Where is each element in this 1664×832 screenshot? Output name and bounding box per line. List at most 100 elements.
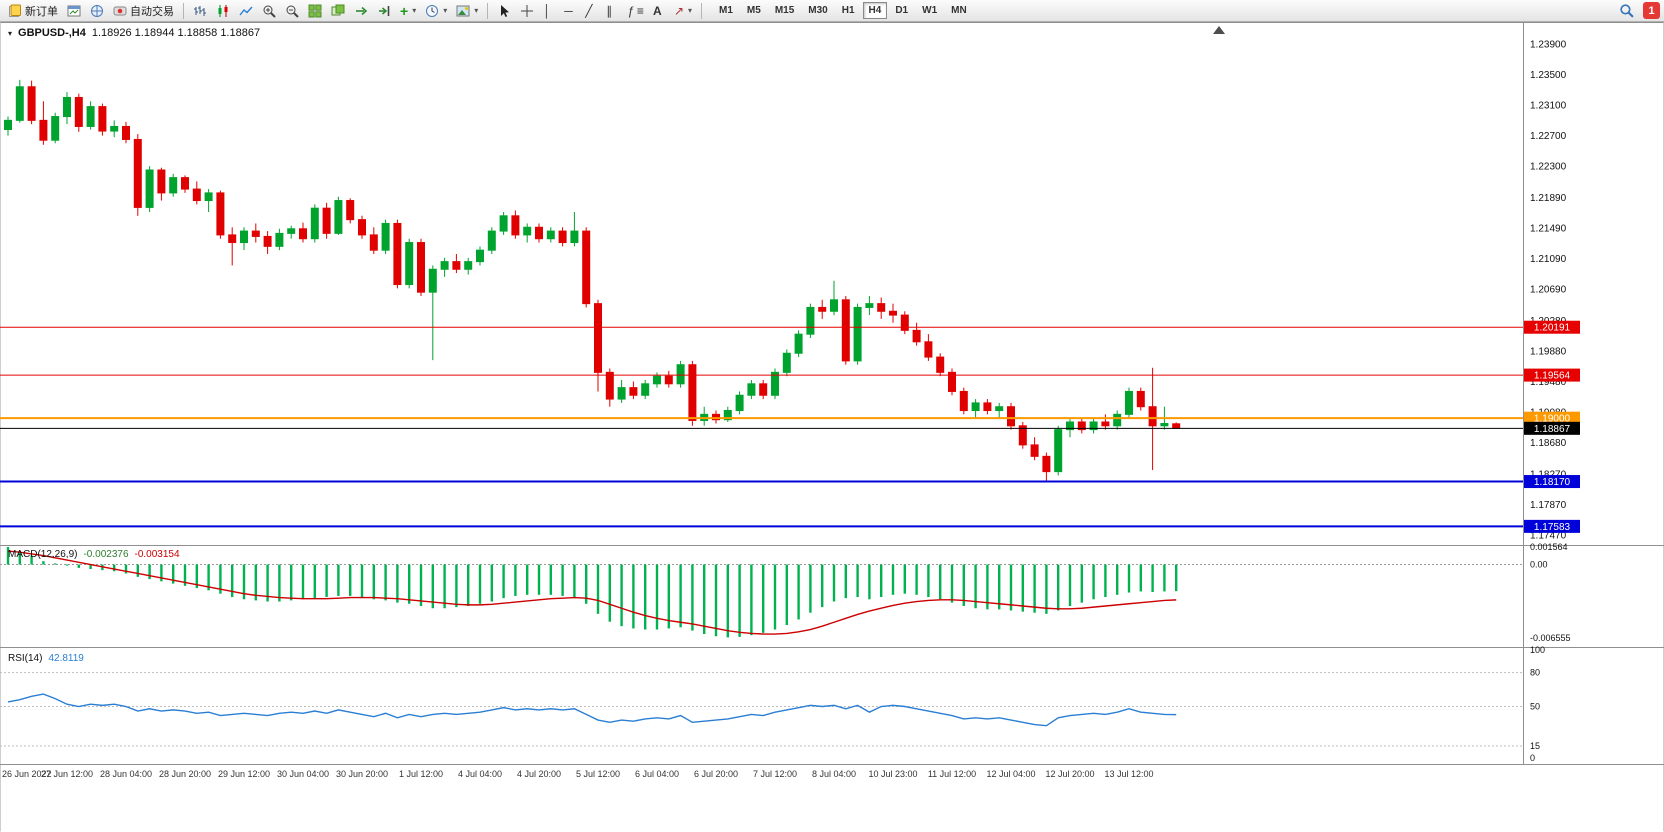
zoom-out-button[interactable] bbox=[281, 1, 303, 21]
candle-body bbox=[712, 413, 720, 421]
price-axis-label: 1.22300 bbox=[1530, 162, 1567, 173]
time-axis-label: 27 Jun 12:00 bbox=[41, 769, 93, 779]
candle-body bbox=[145, 169, 154, 208]
candle-body bbox=[334, 200, 343, 234]
zoom-in-icon bbox=[263, 5, 276, 18]
tf-m30-button[interactable]: M30 bbox=[808, 5, 828, 16]
timeframe-group: M1 M5 M15 M30 H1 H4 D1 W1 MN bbox=[713, 2, 973, 19]
tile-windows-button[interactable] bbox=[304, 1, 326, 21]
horizontal-lines-layer bbox=[0, 326, 1523, 528]
candle-body bbox=[983, 402, 992, 412]
time-axis-label: 28 Jun 20:00 bbox=[159, 769, 211, 779]
auto-scroll-button[interactable] bbox=[350, 1, 372, 21]
candle-body bbox=[818, 306, 827, 312]
candle-body bbox=[405, 242, 414, 286]
tf-m15-button[interactable]: M15 bbox=[774, 5, 795, 16]
trendline-tool-button[interactable]: ╱ bbox=[581, 1, 601, 21]
line-chart-icon bbox=[239, 6, 253, 15]
bar-chart-button[interactable] bbox=[189, 1, 211, 21]
candle-body bbox=[181, 177, 189, 190]
candle-body bbox=[169, 177, 178, 194]
auto-trading-button[interactable]: 自动交易 bbox=[109, 1, 178, 21]
zoom-out-icon bbox=[286, 5, 299, 18]
candle-body bbox=[346, 200, 355, 221]
candle-body bbox=[15, 86, 24, 121]
tf-mn-button[interactable]: MN bbox=[951, 5, 967, 16]
macd-panel: 0.001564 0.00 -0.006555 MACD(12,26,9) -0.002… bbox=[0, 542, 1571, 643]
price-badge-label: 1.20191 bbox=[1534, 323, 1571, 334]
price-badge-label: 1.19000 bbox=[1534, 414, 1571, 425]
candle-body bbox=[110, 125, 119, 132]
time-axis-label: 5 Jul 12:00 bbox=[576, 769, 620, 779]
new-order-button[interactable]: 新订单 bbox=[4, 1, 62, 21]
candle-body bbox=[275, 232, 284, 247]
candle-body bbox=[251, 230, 260, 237]
candle-body bbox=[122, 125, 130, 140]
candle-body bbox=[440, 261, 449, 270]
add-indicator-button[interactable]: + ▾ bbox=[396, 1, 420, 21]
candle-body bbox=[759, 383, 768, 396]
trendline-icon: ╱ bbox=[585, 3, 593, 18]
candle-body bbox=[1125, 390, 1133, 415]
profiles-button[interactable] bbox=[86, 1, 108, 21]
candle-body bbox=[1089, 421, 1098, 431]
tf-m1-button[interactable]: M1 bbox=[719, 5, 733, 16]
time-axis-label: 4 Jul 20:00 bbox=[517, 769, 561, 779]
arrows-tool-button[interactable]: ↗ ▾ bbox=[670, 1, 696, 21]
candle-body bbox=[476, 249, 484, 263]
price-axis-label: 1.19880 bbox=[1530, 346, 1567, 357]
candlestick-chart-button[interactable] bbox=[212, 1, 234, 21]
search-button[interactable] bbox=[1615, 1, 1638, 21]
crosshair-tool-button[interactable] bbox=[516, 1, 538, 21]
chart-ohlc-values: 1.18926 1.18944 1.18858 1.18867 bbox=[91, 27, 261, 39]
cursor-tool-button[interactable] bbox=[493, 1, 515, 21]
price-badge-label: 1.19564 bbox=[1534, 371, 1571, 382]
horizontal-line-tool-button[interactable]: ─ bbox=[560, 1, 580, 21]
symbol-dropdown-icon[interactable]: ▾ bbox=[8, 28, 13, 38]
notification-badge[interactable]: 1 bbox=[1643, 2, 1660, 19]
text-tool-button[interactable]: A bbox=[649, 1, 669, 21]
macd-axis-label: 0.001564 bbox=[1530, 542, 1568, 552]
chart-shift-marker[interactable] bbox=[1213, 26, 1225, 34]
add-indicator-icon: + bbox=[400, 2, 409, 19]
charts-window-button[interactable] bbox=[63, 1, 85, 21]
new-order-icon bbox=[9, 4, 21, 17]
candle-body bbox=[936, 356, 945, 373]
candle-body bbox=[499, 215, 508, 232]
candle-body bbox=[1042, 455, 1051, 473]
tf-h1-button[interactable]: H1 bbox=[841, 5, 855, 16]
chart-shift-button[interactable] bbox=[373, 1, 395, 21]
candle-body bbox=[594, 303, 602, 373]
price-axis-label: 1.22700 bbox=[1530, 131, 1567, 142]
price-badge bbox=[1524, 368, 1580, 382]
line-chart-button[interactable] bbox=[235, 1, 257, 21]
time-axis-label: 11 Jul 12:00 bbox=[928, 769, 976, 779]
rsi-line bbox=[7, 693, 1177, 727]
tf-d1-button[interactable]: D1 bbox=[895, 5, 909, 16]
tf-h4-button[interactable]: H4 bbox=[862, 2, 888, 19]
candle-body bbox=[912, 329, 921, 343]
rsi-axis-label: 15 bbox=[1530, 741, 1540, 751]
vertical-line-tool-button[interactable]: │ bbox=[539, 1, 559, 21]
tf-m5-button[interactable]: M5 bbox=[746, 5, 761, 16]
candle-body bbox=[133, 138, 142, 208]
candle-body bbox=[1148, 406, 1157, 427]
candle-body bbox=[582, 230, 591, 305]
templates-button[interactable]: ▾ bbox=[452, 1, 482, 21]
candle-body bbox=[617, 387, 626, 400]
periods-button[interactable]: ▾ bbox=[421, 1, 451, 21]
chart-symbol-period: GBPUSD-,H4 bbox=[18, 27, 86, 39]
candle-body bbox=[86, 106, 95, 127]
channel-tool-button[interactable]: ∥ bbox=[602, 1, 622, 21]
tf-w1-button[interactable]: W1 bbox=[922, 5, 938, 16]
arrows-tool-icon: ↗ bbox=[673, 3, 684, 18]
toolbar-separator bbox=[701, 2, 703, 19]
candle-body bbox=[322, 207, 331, 234]
fibonacci-tool-button[interactable]: ƒ ≡ bbox=[623, 1, 648, 21]
cascade-windows-button[interactable] bbox=[327, 1, 349, 21]
zoom-in-button[interactable] bbox=[258, 1, 280, 21]
macd-axis-label: 0.00 bbox=[1530, 560, 1548, 570]
candle-body bbox=[310, 207, 319, 240]
time-axis-label: 26 Jun 2022 bbox=[2, 769, 52, 779]
